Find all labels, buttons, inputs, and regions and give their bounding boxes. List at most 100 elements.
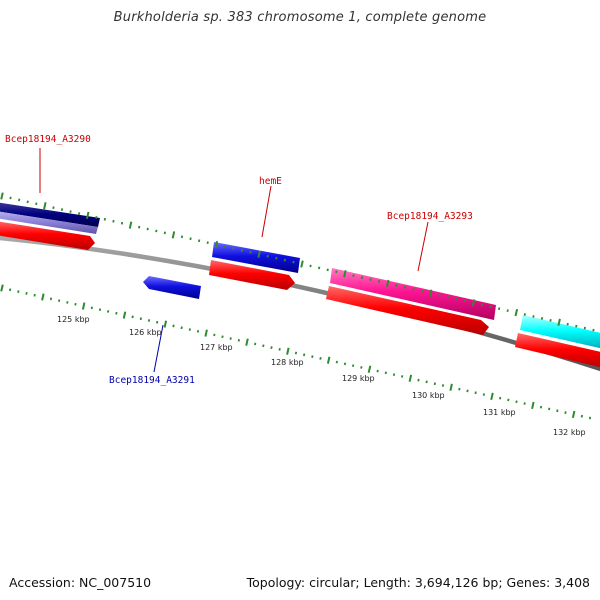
outer-minor-tick xyxy=(549,319,552,322)
inner-major-tick xyxy=(367,365,372,373)
outer-major-tick xyxy=(214,240,219,249)
gene-labels: Bcep18194_A3290 hemE Bcep18194_A3293 Bce… xyxy=(5,134,473,386)
inner-minor-tick xyxy=(564,411,567,415)
inner-minor-tick xyxy=(49,297,53,301)
outer-major-tick xyxy=(171,231,176,239)
tick-label-125: 125 kbp xyxy=(57,315,90,324)
outer-minor-tick xyxy=(138,225,141,229)
inner-minor-tick xyxy=(147,319,151,322)
outer-minor-tick xyxy=(309,264,312,268)
inner-minor-tick xyxy=(229,337,232,340)
outer-major-tick xyxy=(43,202,47,210)
tick-label-131: 131 kbp xyxy=(483,408,516,417)
tick-label-126: 126 kbp xyxy=(129,328,162,337)
outer-minor-tick xyxy=(583,326,586,330)
gene-A3293 xyxy=(330,268,496,320)
inner-minor-tick xyxy=(466,389,469,393)
inner-minor-tick xyxy=(131,315,134,319)
outer-minor-tick xyxy=(489,305,492,309)
inner-minor-tick xyxy=(523,402,526,405)
tick-label-129: 129 kbp xyxy=(342,374,375,383)
gene-cyan xyxy=(520,315,600,349)
outer-minor-tick xyxy=(395,283,398,287)
gene-lavender xyxy=(0,211,98,234)
inner-minor-tick xyxy=(417,378,420,382)
outer-minor-tick xyxy=(283,258,286,262)
inner-minor-tick xyxy=(254,342,257,346)
gene-label-hemE: hemE xyxy=(259,176,282,187)
inner-minor-tick xyxy=(580,414,583,418)
outer-minor-tick xyxy=(463,299,466,303)
inner-minor-tick xyxy=(107,310,110,313)
inner-major-tick xyxy=(408,374,413,382)
inner-major-tick xyxy=(490,392,494,401)
outer-minor-tick xyxy=(318,266,321,270)
outer-major-tick xyxy=(471,299,476,307)
inner-minor-tick xyxy=(539,405,543,409)
inner-minor-tick xyxy=(33,293,36,297)
outer-minor-tick xyxy=(9,196,12,200)
outer-minor-tick xyxy=(103,217,106,221)
inner-minor-tick xyxy=(556,409,559,413)
inner-minor-tick xyxy=(115,311,118,315)
inner-minor-tick xyxy=(515,400,518,404)
outer-minor-tick xyxy=(575,324,578,328)
outer-minor-tick xyxy=(378,280,381,283)
outer-minor-tick xyxy=(69,210,72,213)
inner-minor-tick xyxy=(360,366,363,369)
outer-major-tick xyxy=(128,221,133,229)
outer-minor-tick xyxy=(112,219,115,223)
outer-minor-tick xyxy=(480,303,484,307)
gene-label-A3290: Bcep18194_A3290 xyxy=(5,134,91,145)
inner-minor-tick xyxy=(196,329,200,333)
inner-minor-tick xyxy=(9,288,12,292)
outer-major-tick xyxy=(385,279,390,288)
inner-minor-tick xyxy=(401,375,404,378)
inner-major-tick xyxy=(163,320,168,328)
inner-minor-tick xyxy=(66,301,69,304)
outer-minor-tick xyxy=(146,227,149,231)
tick-label-128: 128 kbp xyxy=(271,358,304,367)
outer-minor-tick xyxy=(326,268,329,272)
inner-minor-tick xyxy=(303,353,306,357)
outer-minor-tick xyxy=(26,200,29,204)
outer-minor-tick xyxy=(198,239,201,243)
outer-minor-tick xyxy=(275,256,278,260)
inner-minor-tick xyxy=(172,324,175,328)
inner-minor-tick xyxy=(352,364,355,367)
inner-major-tick xyxy=(122,311,127,319)
tick-label-130: 130 kbp xyxy=(412,391,445,400)
gene-A3291 xyxy=(143,276,201,299)
inner-minor-tick xyxy=(425,380,428,384)
outer-major-tick xyxy=(0,192,4,200)
inner-minor-tick xyxy=(335,360,338,364)
inner-minor-tick xyxy=(25,291,28,295)
outer-minor-tick xyxy=(420,289,424,293)
inner-major-tick xyxy=(571,410,576,419)
tick-label-127: 127 kbp xyxy=(200,343,233,352)
outer-minor-tick xyxy=(532,315,535,318)
inner-minor-tick xyxy=(433,382,436,386)
inner-minor-tick xyxy=(548,407,551,411)
outer-major-tick xyxy=(428,289,433,297)
inner-minor-tick xyxy=(294,351,298,355)
inner-major-tick xyxy=(531,401,535,410)
outer-minor-tick xyxy=(163,231,166,235)
inner-minor-tick xyxy=(221,335,224,339)
outer-minor-tick xyxy=(60,208,64,212)
gene-label-A3291: Bcep18194_A3291 xyxy=(109,375,195,386)
tick-label-132: 132 kbp xyxy=(553,428,586,437)
inner-minor-tick xyxy=(392,373,396,377)
outer-minor-tick xyxy=(232,247,235,250)
tick-labels: 125 kbp 126 kbp 127 kbp 128 kbp 129 kbp … xyxy=(57,315,586,437)
inner-minor-tick xyxy=(98,308,102,312)
inner-minor-tick xyxy=(458,387,461,391)
chromosome-backbone xyxy=(0,235,600,372)
inner-minor-tick xyxy=(74,302,77,306)
outer-minor-tick xyxy=(403,285,406,289)
inner-tick-marks xyxy=(0,284,592,420)
inner-major-tick xyxy=(204,329,208,337)
outer-minor-tick xyxy=(335,270,338,274)
inner-major-tick xyxy=(41,293,45,301)
